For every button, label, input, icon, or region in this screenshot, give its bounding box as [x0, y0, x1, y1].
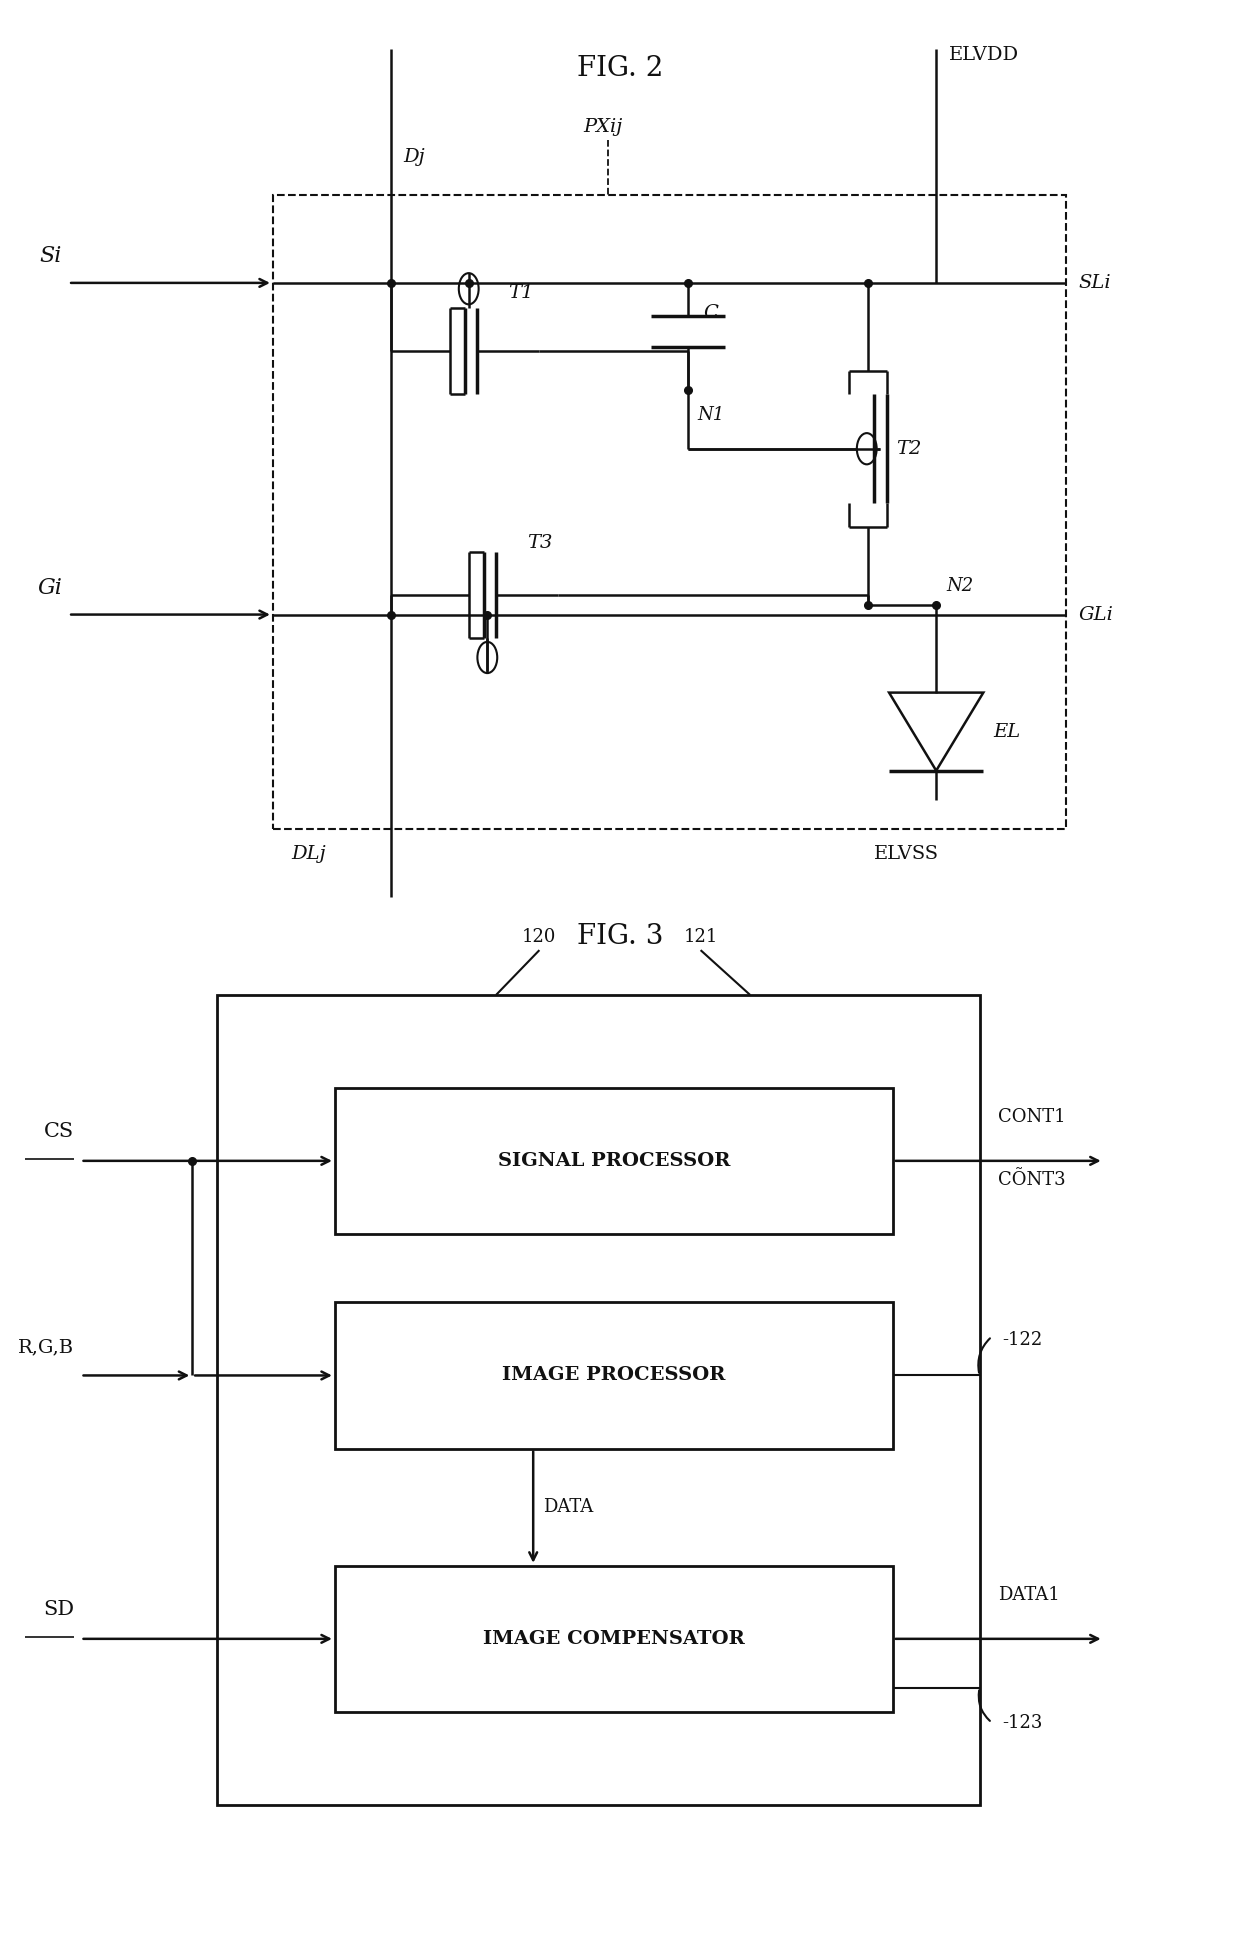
Text: -122: -122 — [1002, 1331, 1042, 1350]
Text: CONT1: CONT1 — [998, 1108, 1066, 1126]
Text: N1: N1 — [697, 406, 724, 423]
Text: DATA1: DATA1 — [998, 1586, 1060, 1604]
Text: EL: EL — [993, 722, 1021, 741]
Text: CS: CS — [45, 1122, 74, 1141]
Bar — [335, 1565, 893, 1713]
Text: FIG. 2: FIG. 2 — [577, 55, 663, 82]
Text: SD: SD — [43, 1600, 74, 1619]
Text: R,G,B: R,G,B — [19, 1338, 74, 1356]
Text: ELVSS: ELVSS — [874, 845, 939, 862]
Text: ELVDD: ELVDD — [949, 45, 1019, 64]
Bar — [335, 1303, 893, 1448]
Bar — [217, 995, 980, 1805]
Bar — [335, 1087, 893, 1233]
Text: SIGNAL PROCESSOR: SIGNAL PROCESSOR — [497, 1151, 730, 1171]
Text: SLi: SLi — [1079, 273, 1111, 293]
Text: C: C — [703, 304, 718, 322]
Bar — [273, 195, 1066, 829]
Text: N2: N2 — [946, 577, 973, 595]
Text: 120: 120 — [522, 929, 557, 946]
Text: Dj: Dj — [403, 148, 424, 166]
Text: Gi: Gi — [37, 577, 62, 599]
Text: T2: T2 — [897, 439, 921, 458]
Text: T3: T3 — [527, 535, 552, 552]
Text: T1: T1 — [508, 285, 533, 302]
Text: FIG. 3: FIG. 3 — [577, 923, 663, 950]
Text: DATA: DATA — [543, 1498, 594, 1516]
Text: -123: -123 — [1002, 1713, 1043, 1732]
Text: Si: Si — [40, 246, 62, 267]
Text: CÕNT3: CÕNT3 — [998, 1171, 1066, 1188]
Text: IMAGE PROCESSOR: IMAGE PROCESSOR — [502, 1366, 725, 1385]
Text: DLj: DLj — [291, 845, 326, 862]
Text: GLi: GLi — [1079, 605, 1114, 624]
Text: 121: 121 — [683, 929, 718, 946]
Text: IMAGE COMPENSATOR: IMAGE COMPENSATOR — [482, 1629, 745, 1649]
Text: PXij: PXij — [583, 117, 622, 137]
